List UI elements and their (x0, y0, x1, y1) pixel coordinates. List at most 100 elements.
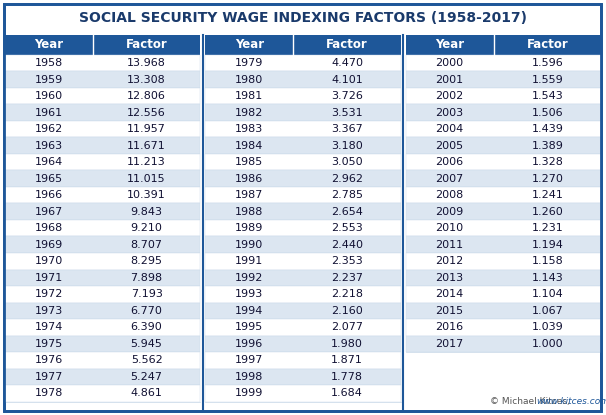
Bar (205, 105, 401, 121)
Text: 1.439: 1.439 (531, 124, 563, 134)
Text: 9.843: 9.843 (131, 207, 162, 217)
Bar (205, 335, 401, 352)
Text: 8.707: 8.707 (131, 240, 162, 250)
Text: 1973: 1973 (35, 306, 63, 316)
Bar (205, 137, 401, 154)
Text: 2.077: 2.077 (331, 322, 363, 332)
Text: 2.440: 2.440 (331, 240, 363, 250)
Text: www.kitces.com: www.kitces.com (536, 397, 606, 406)
Bar (405, 55, 601, 71)
Bar (205, 269, 401, 286)
Bar (405, 319, 601, 335)
Text: 4.101: 4.101 (331, 75, 363, 85)
Text: 1969: 1969 (35, 240, 63, 250)
Text: 1988: 1988 (235, 207, 264, 217)
Text: 1.000: 1.000 (531, 339, 563, 349)
Text: 1.871: 1.871 (331, 355, 363, 365)
Bar (5, 237, 201, 253)
Text: 2001: 2001 (436, 75, 464, 85)
Bar (405, 137, 601, 154)
Bar (405, 269, 601, 286)
Bar (405, 121, 601, 137)
Text: 1.241: 1.241 (531, 190, 563, 200)
Text: 6.770: 6.770 (131, 306, 162, 316)
Bar (405, 335, 601, 352)
Bar (205, 385, 401, 401)
Text: 2.553: 2.553 (331, 223, 363, 233)
Text: SOCIAL SECURITY WAGE INDEXING FACTORS (1958-2017): SOCIAL SECURITY WAGE INDEXING FACTORS (1… (79, 11, 527, 25)
Bar (405, 203, 601, 220)
Bar (205, 35, 401, 55)
Text: 1980: 1980 (235, 75, 264, 85)
Bar (5, 220, 201, 237)
Text: 1984: 1984 (235, 141, 264, 151)
Bar (5, 385, 201, 401)
Text: 2011: 2011 (436, 240, 464, 250)
Text: 7.898: 7.898 (130, 273, 162, 283)
Bar (205, 303, 401, 319)
Text: 6.390: 6.390 (131, 322, 162, 332)
Text: 1961: 1961 (35, 108, 63, 118)
Text: Factor: Factor (326, 39, 368, 51)
Bar (205, 88, 401, 105)
Text: 2002: 2002 (436, 91, 464, 101)
Text: 3.367: 3.367 (331, 124, 363, 134)
Text: 1.104: 1.104 (531, 289, 563, 299)
Bar (5, 369, 201, 385)
Bar (405, 220, 601, 237)
Text: 13.968: 13.968 (127, 58, 166, 68)
Text: 1962: 1962 (35, 124, 63, 134)
Text: 2005: 2005 (436, 141, 464, 151)
Bar (405, 253, 601, 269)
Text: 1992: 1992 (235, 273, 264, 283)
Text: 1972: 1972 (35, 289, 63, 299)
Text: 2.785: 2.785 (331, 190, 363, 200)
Text: 1.684: 1.684 (331, 388, 363, 398)
Bar (205, 121, 401, 137)
Text: 2009: 2009 (436, 207, 464, 217)
Bar (405, 88, 601, 105)
Text: 4.861: 4.861 (131, 388, 162, 398)
Bar (5, 286, 201, 303)
Bar (205, 154, 401, 171)
Bar (405, 187, 601, 203)
Text: 1959: 1959 (35, 75, 63, 85)
Bar (205, 71, 401, 88)
Text: 2000: 2000 (436, 58, 464, 68)
Text: 1.143: 1.143 (531, 273, 563, 283)
Text: 1978: 1978 (35, 388, 63, 398)
Text: 1.067: 1.067 (531, 306, 563, 316)
Text: 2.160: 2.160 (331, 306, 363, 316)
Bar (5, 105, 201, 121)
Text: 1971: 1971 (35, 273, 63, 283)
Bar (5, 55, 201, 71)
Bar (5, 269, 201, 286)
Bar (405, 71, 601, 88)
Text: 11.015: 11.015 (127, 174, 166, 184)
Text: 11.671: 11.671 (127, 141, 166, 151)
Bar (405, 303, 601, 319)
Bar (5, 35, 201, 55)
Bar (205, 187, 401, 203)
Text: 7.193: 7.193 (131, 289, 162, 299)
Bar (205, 171, 401, 187)
Bar (205, 352, 401, 369)
Text: 1991: 1991 (235, 256, 264, 266)
Text: 1981: 1981 (235, 91, 264, 101)
Text: 8.295: 8.295 (131, 256, 162, 266)
Text: 1990: 1990 (235, 240, 264, 250)
Text: 1.231: 1.231 (531, 223, 563, 233)
Text: Year: Year (35, 39, 64, 51)
Text: 1967: 1967 (35, 207, 63, 217)
Text: 1965: 1965 (35, 174, 63, 184)
Text: 5.562: 5.562 (131, 355, 162, 365)
Text: 5.945: 5.945 (131, 339, 162, 349)
Bar (205, 319, 401, 335)
Text: 1976: 1976 (35, 355, 63, 365)
Text: 2006: 2006 (436, 157, 464, 167)
Text: 1993: 1993 (235, 289, 264, 299)
Text: 1975: 1975 (35, 339, 63, 349)
Bar (5, 303, 201, 319)
Text: 3.180: 3.180 (331, 141, 363, 151)
Bar (205, 253, 401, 269)
